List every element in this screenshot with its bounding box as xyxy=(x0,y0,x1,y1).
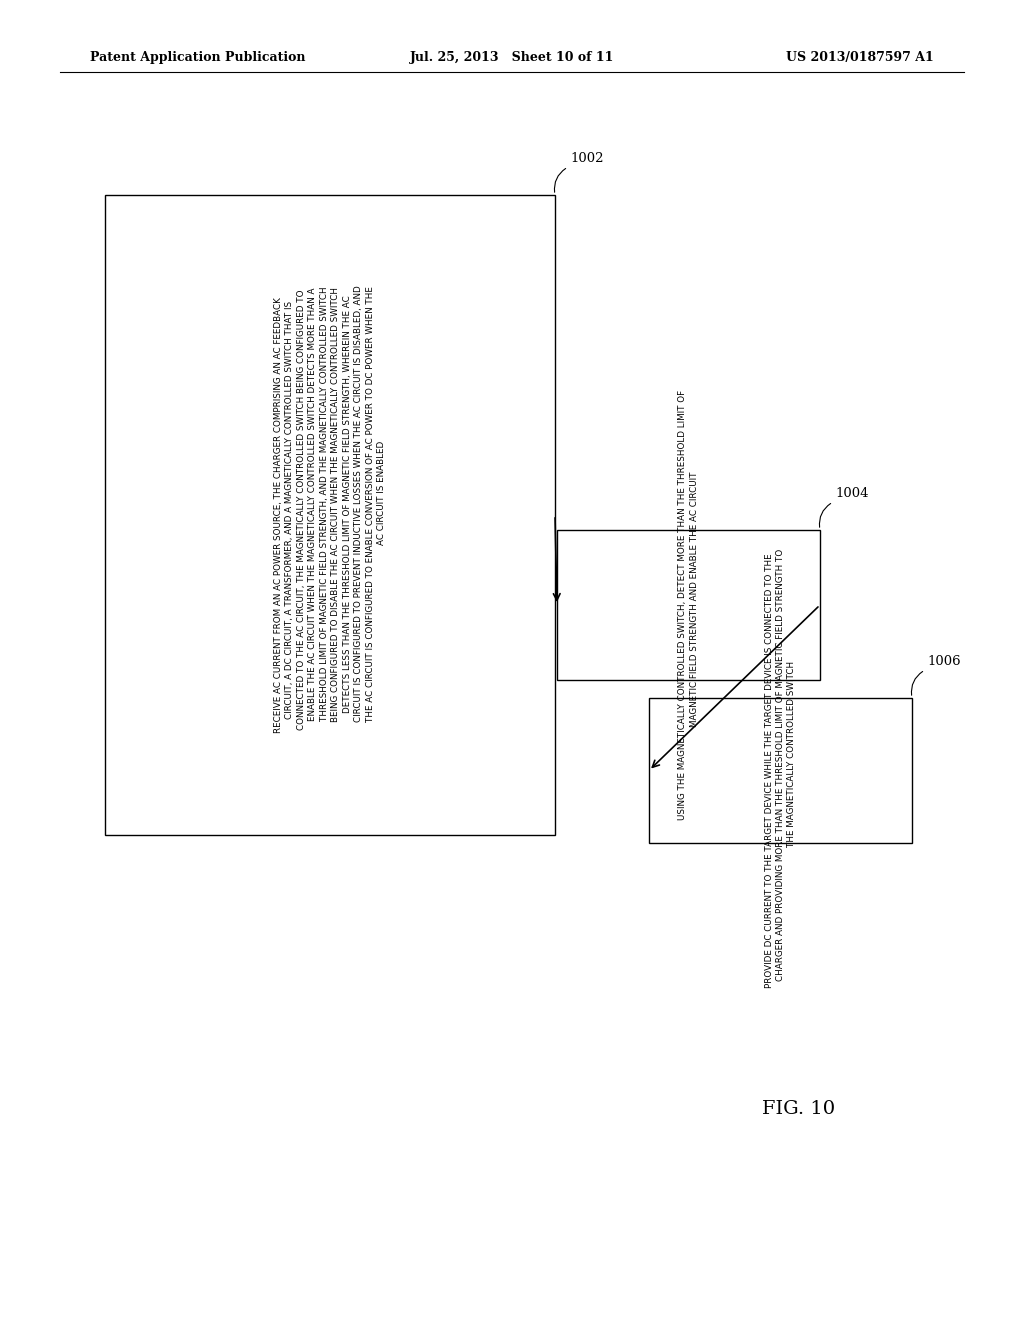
Text: 1004: 1004 xyxy=(835,487,868,500)
Text: PROVIDE DC CURRENT TO THE TARGET DEVICE WHILE THE TARGET DEVICE IS CONNECTED TO : PROVIDE DC CURRENT TO THE TARGET DEVICE … xyxy=(765,549,797,993)
Text: US 2013/0187597 A1: US 2013/0187597 A1 xyxy=(786,51,934,65)
Bar xyxy=(649,698,912,843)
Text: FIG. 10: FIG. 10 xyxy=(762,1100,836,1118)
Text: USING THE MAGNETICALLY CONTROLLED SWITCH, DETECT MORE THAN THE THRESHOLD LIMIT O: USING THE MAGNETICALLY CONTROLLED SWITCH… xyxy=(678,389,698,820)
Text: RECEIVE AC CURRENT FROM AN AC POWER SOURCE, THE CHARGER COMPRISING AN AC FEEDBAC: RECEIVE AC CURRENT FROM AN AC POWER SOUR… xyxy=(274,285,386,744)
Text: 1002: 1002 xyxy=(570,152,603,165)
Text: 1006: 1006 xyxy=(927,655,961,668)
Bar xyxy=(557,531,820,680)
Text: Jul. 25, 2013   Sheet 10 of 11: Jul. 25, 2013 Sheet 10 of 11 xyxy=(410,51,614,65)
Text: Patent Application Publication: Patent Application Publication xyxy=(90,51,305,65)
Bar xyxy=(105,195,555,836)
